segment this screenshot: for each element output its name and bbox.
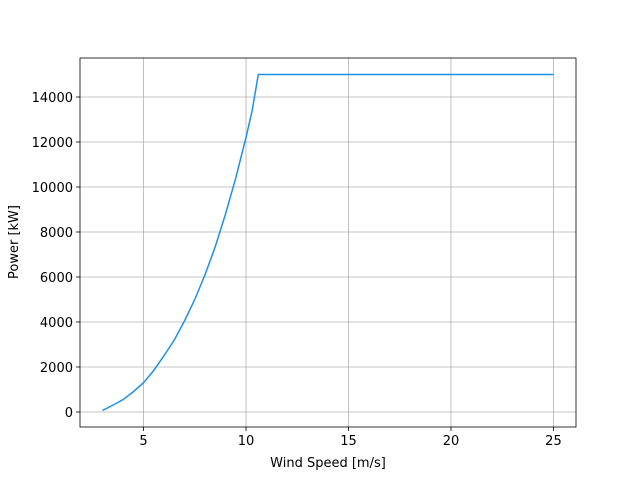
x-axis-label: Wind Speed [m/s] bbox=[270, 456, 386, 471]
y-tick-label: 12000 bbox=[32, 136, 73, 151]
x-tick-label: 10 bbox=[238, 434, 255, 449]
y-tick-label: 4000 bbox=[40, 316, 73, 331]
x-tick-label: 20 bbox=[443, 434, 460, 449]
data-line bbox=[102, 73, 554, 412]
x-tick-label: 15 bbox=[340, 434, 357, 449]
y-tick-label: 8000 bbox=[40, 226, 73, 241]
y-tick-label: 2000 bbox=[40, 361, 73, 376]
y-tick-label: 14000 bbox=[32, 91, 73, 106]
x-tick-label: 5 bbox=[139, 434, 147, 449]
y-tick-label: 0 bbox=[65, 406, 73, 421]
y-tick-label: 6000 bbox=[40, 271, 73, 286]
y-axis-label: Power [kW] bbox=[7, 205, 22, 279]
plot-frame bbox=[79, 57, 577, 428]
x-tick-label: 25 bbox=[545, 434, 562, 449]
y-tick-label: 10000 bbox=[32, 181, 73, 196]
